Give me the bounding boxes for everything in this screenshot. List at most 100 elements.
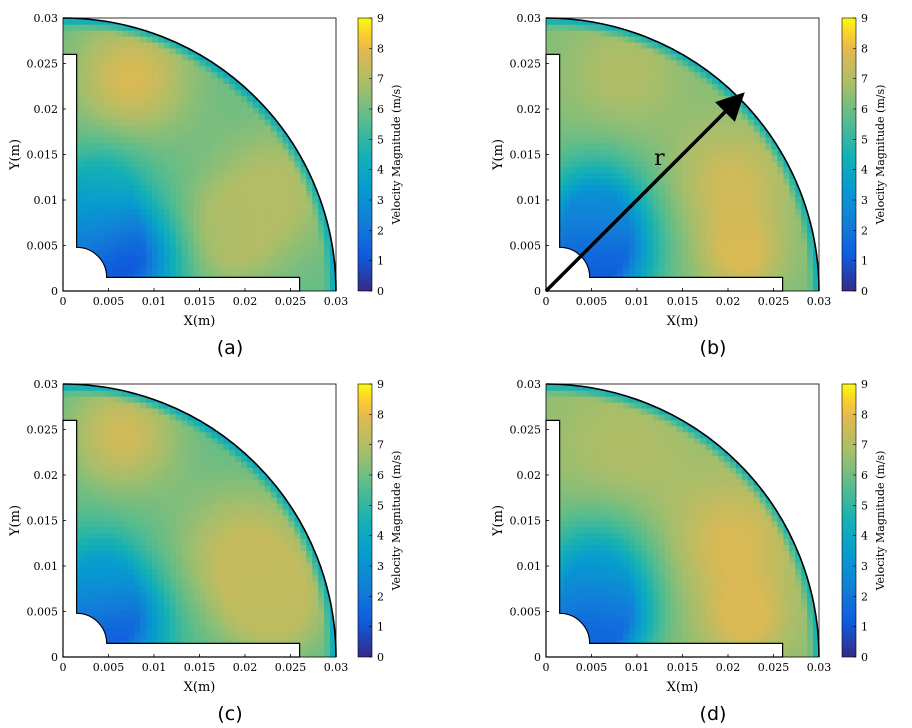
field-cell [724, 77, 731, 85]
field-cell [611, 201, 619, 209]
field-cell [199, 627, 207, 635]
field-cell [294, 213, 302, 221]
field-cell [163, 196, 171, 203]
field-cell [735, 130, 743, 138]
field-cell [593, 213, 601, 221]
field-cell [235, 190, 242, 197]
field-cell [169, 190, 177, 197]
field-cell [104, 201, 112, 209]
field-cell [74, 532, 82, 540]
field-cell [181, 562, 189, 569]
field-cell [658, 166, 666, 174]
field-cell [98, 101, 106, 108]
field-cell [157, 213, 165, 221]
field-cell [134, 207, 141, 215]
field-cell [229, 237, 236, 245]
field-cell [199, 425, 207, 433]
field-cell [718, 160, 725, 168]
field-cell [80, 219, 88, 227]
field-cell [241, 172, 248, 180]
field-cell [777, 273, 785, 280]
field-cell [80, 579, 88, 587]
field-cell [593, 23, 601, 31]
field-cell [258, 550, 266, 557]
field-cell [116, 118, 124, 126]
field-cell [92, 437, 100, 445]
field-cell [74, 484, 82, 492]
field-cell [664, 243, 672, 251]
field-cell [759, 142, 767, 150]
field-cell [753, 166, 761, 174]
field-cell [68, 41, 76, 49]
field-cell [753, 219, 761, 227]
field-cell [569, 207, 577, 215]
field-cell [557, 130, 565, 138]
field-cell [116, 196, 124, 203]
field-cell [652, 261, 660, 269]
field-cell [635, 41, 642, 49]
field-cell [646, 261, 654, 269]
field-cell [223, 633, 230, 640]
field-cell [199, 166, 207, 174]
field-cell [122, 154, 130, 162]
field-cell [110, 124, 118, 132]
field-cell [223, 544, 230, 551]
field-cell [110, 255, 118, 263]
field-cell [223, 520, 230, 528]
field-cell [110, 196, 118, 203]
field-cell [241, 95, 248, 102]
field-cell [258, 273, 266, 280]
field-cell [664, 261, 672, 269]
field-cell [199, 621, 207, 629]
field-cell [712, 190, 719, 197]
field-cell [605, 107, 613, 114]
field-cell [175, 261, 183, 269]
field-cell [629, 178, 636, 185]
field-cell [110, 142, 118, 150]
field-cell [700, 95, 708, 102]
field-cell [163, 29, 171, 37]
field-cell [152, 130, 159, 138]
field-cell [122, 461, 130, 468]
field-cell [128, 273, 136, 280]
field-cell [187, 142, 195, 150]
field-cell [777, 213, 785, 221]
field-cell [128, 59, 136, 67]
field-cell [199, 148, 207, 156]
field-cell [110, 425, 118, 433]
field-cell [682, 219, 690, 227]
field-cell [682, 225, 690, 233]
field-cell [199, 413, 207, 421]
field-cell [146, 603, 153, 611]
field-cell [122, 520, 130, 528]
field-cell [146, 71, 153, 79]
field-cell [223, 621, 230, 629]
field-cell [104, 196, 112, 203]
field-cell [599, 71, 607, 79]
field-cell [569, 130, 577, 138]
field-cell [98, 207, 106, 215]
field-cell [74, 107, 82, 114]
field-cell [718, 71, 725, 79]
field-cell [163, 71, 171, 79]
field-cell [294, 243, 302, 251]
field-cell [581, 178, 589, 185]
field-cell [623, 231, 630, 239]
field-cell [557, 112, 565, 120]
field-cell [223, 562, 230, 569]
field-cell [235, 201, 242, 209]
field-cell [747, 101, 755, 108]
field-cell [140, 118, 147, 126]
field-cell [128, 77, 136, 85]
field-cell [122, 550, 130, 557]
field-cell [181, 65, 189, 73]
field-cell [211, 71, 219, 79]
field-cell [128, 621, 136, 629]
field-cell [80, 136, 88, 144]
field-cell [187, 431, 195, 439]
field-cell [312, 249, 319, 257]
field-cell [605, 196, 613, 203]
field-cell [116, 160, 124, 168]
field-cell [80, 502, 88, 510]
field-cell [587, 112, 595, 120]
